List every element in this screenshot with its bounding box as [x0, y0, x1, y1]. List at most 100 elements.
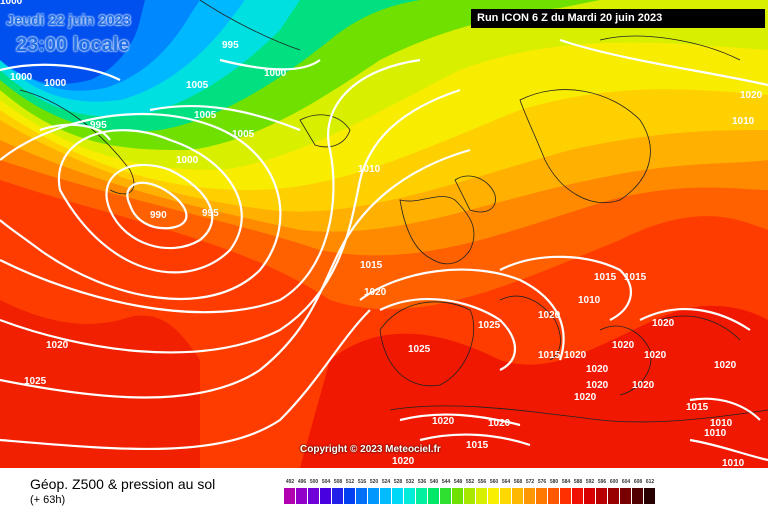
- isobar-label: 1015: [360, 260, 383, 271]
- isobar-1010: [0, 58, 421, 314]
- legend-swatch: [632, 488, 643, 504]
- isobar-1015-med: [419, 433, 531, 447]
- isobar-label: 995: [222, 40, 239, 51]
- legend-swatch: [356, 488, 367, 504]
- legend-swatch: [392, 488, 403, 504]
- legend-swatch: [284, 488, 295, 504]
- z500-band-512: [0, 0, 145, 84]
- isobar-label: 1020: [632, 380, 655, 391]
- isobar-label: 1010: [710, 418, 733, 429]
- isobar-label: 1020: [574, 392, 597, 403]
- isobar-label: 1000: [10, 72, 33, 83]
- isobar-1000-greenland: [0, 63, 121, 81]
- forecast-date: Jeudi 22 juin 2023: [6, 12, 131, 29]
- geopotential-map-svg: 1000 995 1000 1000 995 1005 1005 1000 10…: [0, 0, 768, 468]
- legend-value: 500: [309, 479, 319, 485]
- legend-value: 552: [465, 479, 475, 485]
- isobar-1025-west: [0, 309, 371, 451]
- isobar-label: 1000: [44, 78, 67, 89]
- legend-value: 560: [489, 479, 499, 485]
- legend-swatch: [548, 488, 559, 504]
- isobar-label: 1020: [740, 90, 763, 101]
- isobar-label: 1005: [232, 129, 255, 140]
- isobar-1015-europe: [499, 255, 632, 321]
- legend-swatch: [536, 488, 547, 504]
- legend-swatch: [464, 488, 475, 504]
- legend-value: 564: [501, 479, 511, 485]
- legend-swatch: [320, 488, 331, 504]
- isobar-label: 1000: [176, 155, 199, 166]
- legend-swatch: [476, 488, 487, 504]
- legend-swatch: [500, 488, 511, 504]
- legend-value: 508: [333, 479, 343, 485]
- legend-value: 540: [429, 479, 439, 485]
- legend-value: 592: [585, 479, 595, 485]
- parameter-title: Géop. Z500 & pression au sol: [30, 476, 216, 492]
- isobar-label: 1020: [538, 310, 561, 321]
- isobar-label: 1020: [488, 418, 511, 429]
- isobar-label: 1015: [466, 440, 489, 451]
- isobar-label: 1020: [392, 456, 415, 467]
- legend-value: 568: [513, 479, 523, 485]
- isobar-1005-low: [0, 112, 282, 301]
- legend-value: 536: [417, 479, 427, 485]
- isobar-1010-east: [689, 397, 761, 421]
- isobar-label: 1020: [652, 318, 675, 329]
- isobar-label: 1010: [578, 295, 601, 306]
- isobar-1025-europe: [379, 298, 516, 371]
- isobars: [0, 38, 768, 462]
- map-footer: Géop. Z500 & pression au sol (+ 63h) 492…: [0, 468, 768, 512]
- isobar-label: 1015: [686, 402, 709, 413]
- isobar-1020-europe: [359, 268, 565, 361]
- legend-swatch: [344, 488, 355, 504]
- legend-value: 612: [645, 479, 655, 485]
- legend-swatch: [596, 488, 607, 504]
- isobar-label: 1020: [612, 340, 635, 351]
- isobar-label: 1025: [408, 344, 431, 355]
- forecast-local-time: 23:00 locale: [16, 34, 130, 56]
- legend-swatch: [368, 488, 379, 504]
- coastlines: [19, 0, 768, 423]
- isobar-1020-east: [639, 308, 751, 331]
- legend-value: 596: [597, 479, 607, 485]
- model-run-info: Run ICON 6 Z du Mardi 20 juin 2023: [471, 9, 765, 28]
- legend-value: 524: [381, 479, 391, 485]
- legend-value: 520: [369, 479, 379, 485]
- legend-value: 600: [609, 479, 619, 485]
- legend-value: 580: [549, 479, 559, 485]
- isobar-label: 1010: [358, 164, 381, 175]
- legend-swatch: [380, 488, 391, 504]
- legend-value: 512: [345, 479, 355, 485]
- legend-swatch: [620, 488, 631, 504]
- legend-swatch: [452, 488, 463, 504]
- legend-swatch: [512, 488, 523, 504]
- isobar-995-greenland: [39, 123, 111, 141]
- legend-value: 548: [453, 479, 463, 485]
- legend-swatch: [308, 488, 319, 504]
- isobar-label: 1010: [732, 116, 755, 127]
- isobar-labels: 1000 995 1000 1000 995 1005 1005 1000 10…: [0, 0, 763, 468]
- isobar-label: 1000: [264, 68, 287, 79]
- isobar-990: [126, 181, 188, 230]
- legend-swatch: [428, 488, 439, 504]
- isobar-1000-north: [219, 58, 321, 71]
- legend-value: 576: [537, 479, 547, 485]
- isobar-995-low: [105, 163, 214, 250]
- legend-swatch: [440, 488, 451, 504]
- legend-swatch: [404, 488, 415, 504]
- legend-value: 532: [405, 479, 415, 485]
- z500-band-588-atlantic: [0, 300, 200, 468]
- copyright-notice: Copyright © 2023 Meteociel.fr: [300, 444, 441, 455]
- isobar-label: 1020: [364, 287, 387, 298]
- isobar-label: 1020: [644, 350, 667, 361]
- legend-swatch: [332, 488, 343, 504]
- isobar-label: 1020: [46, 340, 69, 351]
- isobar-label: 1005: [186, 80, 209, 91]
- legend-value: 588: [573, 479, 583, 485]
- legend-swatch: [608, 488, 619, 504]
- isobar-label: 1020: [564, 350, 587, 361]
- legend-swatch: [488, 488, 499, 504]
- legend-swatch: [644, 488, 655, 504]
- legend-value-labels: 492 496 500 504 508 512 516 520 524 528 532 536 540 5…: [284, 478, 754, 488]
- isobar-label: 1010: [722, 458, 745, 468]
